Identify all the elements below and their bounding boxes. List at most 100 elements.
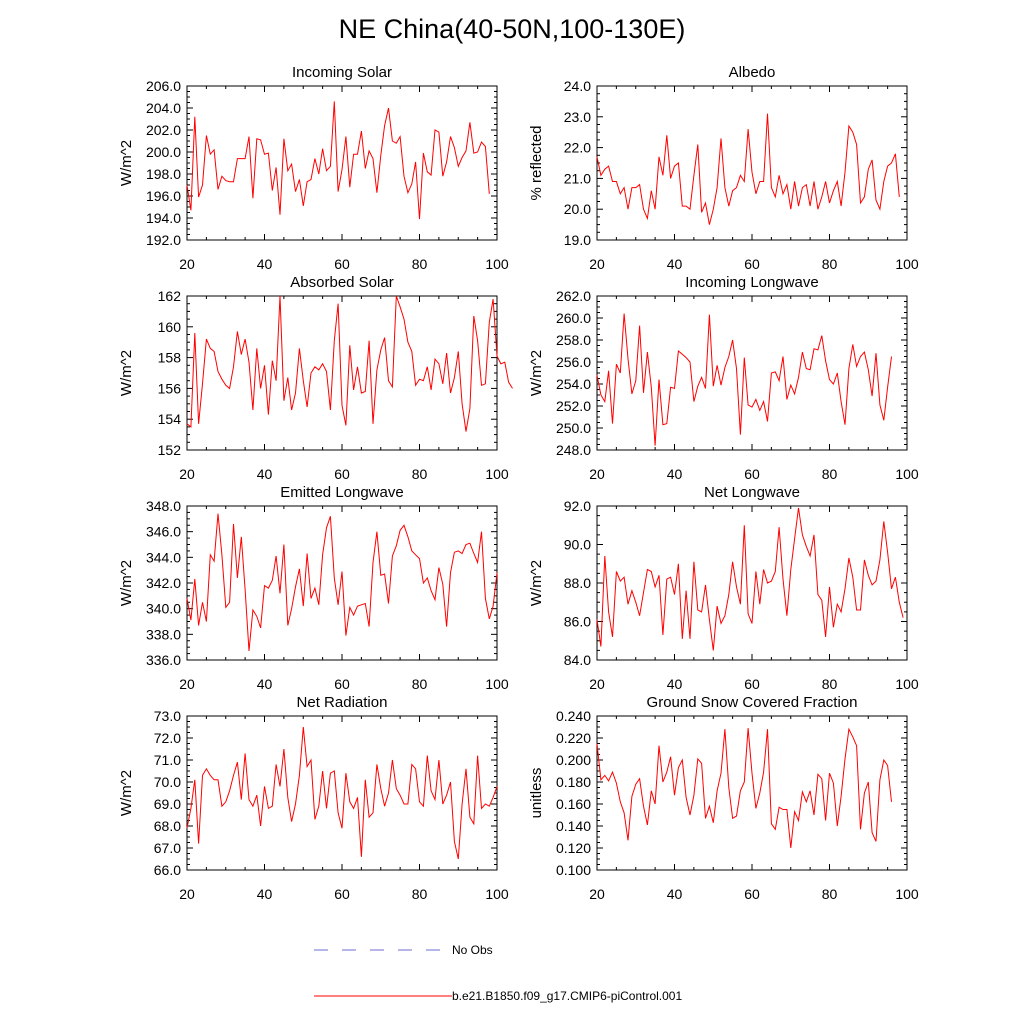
xtick-label-net-longwave: 60 bbox=[744, 676, 760, 692]
panel-title-emitted-longwave: Emitted Longwave bbox=[280, 484, 403, 501]
panels: Incoming Solar 192.0 194.0 196.0 198.0 200.0 2… bbox=[118, 64, 919, 902]
ytick-label-net-longwave: 90.0 bbox=[564, 537, 591, 553]
axes-frame-net-longwave bbox=[596, 505, 908, 661]
ytick-label-net-longwave: 86.0 bbox=[564, 614, 591, 630]
ytick-label-albedo: 21.0 bbox=[564, 170, 591, 186]
xtick-label-absorbed-solar: 80 bbox=[412, 466, 428, 482]
ytick-label-ground-snow-covered-fraction: 0.160 bbox=[556, 796, 591, 812]
legend-label-no-obs: No Obs bbox=[452, 943, 493, 957]
panel-ground-snow-covered-fraction: Ground Snow Covered Fraction 0.100 0.120 0.… bbox=[528, 694, 919, 902]
ytick-label-incoming-solar: 192.0 bbox=[146, 232, 181, 248]
ytick-label-incoming-solar: 202.0 bbox=[146, 122, 181, 138]
panel-title-net-longwave: Net Longwave bbox=[704, 484, 800, 501]
panel-title-incoming-solar: Incoming Solar bbox=[292, 64, 392, 81]
ytick-label-net-longwave: 84.0 bbox=[564, 652, 591, 668]
series-line-albedo bbox=[596, 113, 900, 225]
ytick-label-absorbed-solar: 154 bbox=[158, 411, 182, 427]
ytick-label-ground-snow-covered-fraction: 0.180 bbox=[556, 774, 591, 790]
ytick-label-albedo: 20.0 bbox=[564, 201, 591, 217]
panel-incoming-longwave: Incoming Longwave 248.0 250.0 252.0 254.0 256… bbox=[528, 274, 919, 482]
ylabel-absorbed-solar: W/m^2 bbox=[118, 350, 135, 396]
ytick-label-ground-snow-covered-fraction: 0.140 bbox=[556, 818, 591, 834]
panel-incoming-solar: Incoming Solar 192.0 194.0 196.0 198.0 200.0 2… bbox=[118, 64, 509, 272]
ytick-label-incoming-longwave: 250.0 bbox=[556, 420, 591, 436]
xtick-label-emitted-longwave: 100 bbox=[485, 676, 509, 692]
panel-title-incoming-longwave: Incoming Longwave bbox=[685, 274, 818, 291]
ytick-label-net-longwave: 88.0 bbox=[564, 575, 591, 591]
xtick-label-incoming-solar: 80 bbox=[412, 256, 428, 272]
ytick-label-emitted-longwave: 346.0 bbox=[146, 524, 181, 540]
series-line-net-longwave bbox=[596, 507, 904, 651]
xtick-label-net-longwave: 100 bbox=[895, 676, 919, 692]
xtick-label-net-longwave: 80 bbox=[822, 676, 838, 692]
xtick-label-net-longwave: 20 bbox=[589, 676, 605, 692]
panel-title-ground-snow-covered-fraction: Ground Snow Covered Fraction bbox=[647, 694, 858, 711]
xtick-label-emitted-longwave: 20 bbox=[179, 676, 195, 692]
series-line-emitted-longwave bbox=[186, 513, 498, 652]
xtick-label-albedo: 80 bbox=[822, 256, 838, 272]
xtick-label-albedo: 20 bbox=[589, 256, 605, 272]
xtick-label-incoming-longwave: 100 bbox=[895, 466, 919, 482]
panel-net-radiation: Net Radiation 66.0 67.0 68.0 69.0 70.0 71.0 72.… bbox=[118, 694, 509, 902]
ytick-label-emitted-longwave: 348.0 bbox=[146, 498, 181, 514]
ytick-label-emitted-longwave: 338.0 bbox=[146, 626, 181, 642]
xtick-label-incoming-solar: 60 bbox=[334, 256, 350, 272]
ytick-label-emitted-longwave: 336.0 bbox=[146, 652, 181, 668]
series-line-incoming-solar bbox=[186, 101, 490, 220]
ytick-label-incoming-longwave: 256.0 bbox=[556, 354, 591, 370]
legend-item-no-obs: No Obs bbox=[314, 943, 493, 957]
ytick-label-incoming-longwave: 252.0 bbox=[556, 398, 591, 414]
ylabel-emitted-longwave: W/m^2 bbox=[118, 560, 135, 606]
ytick-label-emitted-longwave: 342.0 bbox=[146, 575, 181, 591]
panel-net-longwave: Net Longwave 84.0 86.0 88.0 90.0 92.0 20 40 60 80… bbox=[528, 484, 919, 692]
ytick-label-incoming-solar: 194.0 bbox=[146, 210, 181, 226]
ylabel-ground-snow-covered-fraction: unitless bbox=[528, 768, 545, 819]
ytick-label-incoming-solar: 198.0 bbox=[146, 166, 181, 182]
ylabel-incoming-solar: W/m^2 bbox=[118, 140, 135, 186]
xtick-label-albedo: 40 bbox=[667, 256, 683, 272]
panel-absorbed-solar: Absorbed Solar 152 154 156 158 160 162 20 40 60 80… bbox=[118, 274, 513, 482]
ytick-label-net-longwave: 92.0 bbox=[564, 498, 591, 514]
ytick-label-incoming-longwave: 260.0 bbox=[556, 310, 591, 326]
ytick-label-net-radiation: 68.0 bbox=[154, 818, 181, 834]
ytick-label-ground-snow-covered-fraction: 0.200 bbox=[556, 752, 591, 768]
panel-title-net-radiation: Net Radiation bbox=[297, 694, 388, 711]
xtick-label-absorbed-solar: 60 bbox=[334, 466, 350, 482]
xtick-label-emitted-longwave: 80 bbox=[412, 676, 428, 692]
axes-frame-incoming-solar bbox=[186, 85, 498, 241]
ytick-label-net-radiation: 67.0 bbox=[154, 840, 181, 856]
ytick-label-incoming-longwave: 254.0 bbox=[556, 376, 591, 392]
ytick-label-ground-snow-covered-fraction: 0.100 bbox=[556, 862, 591, 878]
ytick-label-albedo: 22.0 bbox=[564, 140, 591, 156]
xtick-label-incoming-solar: 20 bbox=[179, 256, 195, 272]
legend: No Obs b.e21.B1850.f09_g17.CMIP6-piContr… bbox=[314, 943, 682, 1003]
xtick-label-incoming-longwave: 20 bbox=[589, 466, 605, 482]
xtick-label-ground-snow-covered-fraction: 40 bbox=[667, 886, 683, 902]
xtick-label-net-radiation: 20 bbox=[179, 886, 195, 902]
panel-albedo: Albedo 19.0 20.0 21.0 22.0 23.0 24.0 20 40 60 80 10… bbox=[528, 64, 919, 272]
xtick-label-ground-snow-covered-fraction: 80 bbox=[822, 886, 838, 902]
axes-frame-ground-snow-covered-fraction bbox=[596, 715, 908, 871]
ytick-label-net-radiation: 70.0 bbox=[154, 774, 181, 790]
ytick-label-absorbed-solar: 156 bbox=[158, 380, 182, 396]
ytick-label-ground-snow-covered-fraction: 0.120 bbox=[556, 840, 591, 856]
xtick-label-net-radiation: 100 bbox=[485, 886, 509, 902]
ytick-label-incoming-solar: 196.0 bbox=[146, 188, 181, 204]
xtick-label-albedo: 100 bbox=[895, 256, 919, 272]
axes-frame-albedo bbox=[596, 85, 908, 241]
xtick-label-emitted-longwave: 40 bbox=[257, 676, 273, 692]
ytick-label-incoming-solar: 204.0 bbox=[146, 100, 181, 116]
panel-title-absorbed-solar: Absorbed Solar bbox=[290, 274, 393, 291]
ytick-label-albedo: 24.0 bbox=[564, 78, 591, 94]
ytick-label-absorbed-solar: 160 bbox=[158, 319, 182, 335]
xtick-label-incoming-longwave: 80 bbox=[822, 466, 838, 482]
ytick-label-emitted-longwave: 344.0 bbox=[146, 549, 181, 565]
figure-title: NE China(40-50N,100-130E) bbox=[338, 14, 686, 44]
ylabel-net-radiation: W/m^2 bbox=[118, 770, 135, 816]
series-line-ground-snow-covered-fraction bbox=[596, 727, 892, 849]
ylabel-incoming-longwave: W/m^2 bbox=[528, 350, 545, 396]
ytick-label-emitted-longwave: 340.0 bbox=[146, 601, 181, 617]
xtick-label-absorbed-solar: 20 bbox=[179, 466, 195, 482]
panel-title-albedo: Albedo bbox=[729, 64, 776, 81]
